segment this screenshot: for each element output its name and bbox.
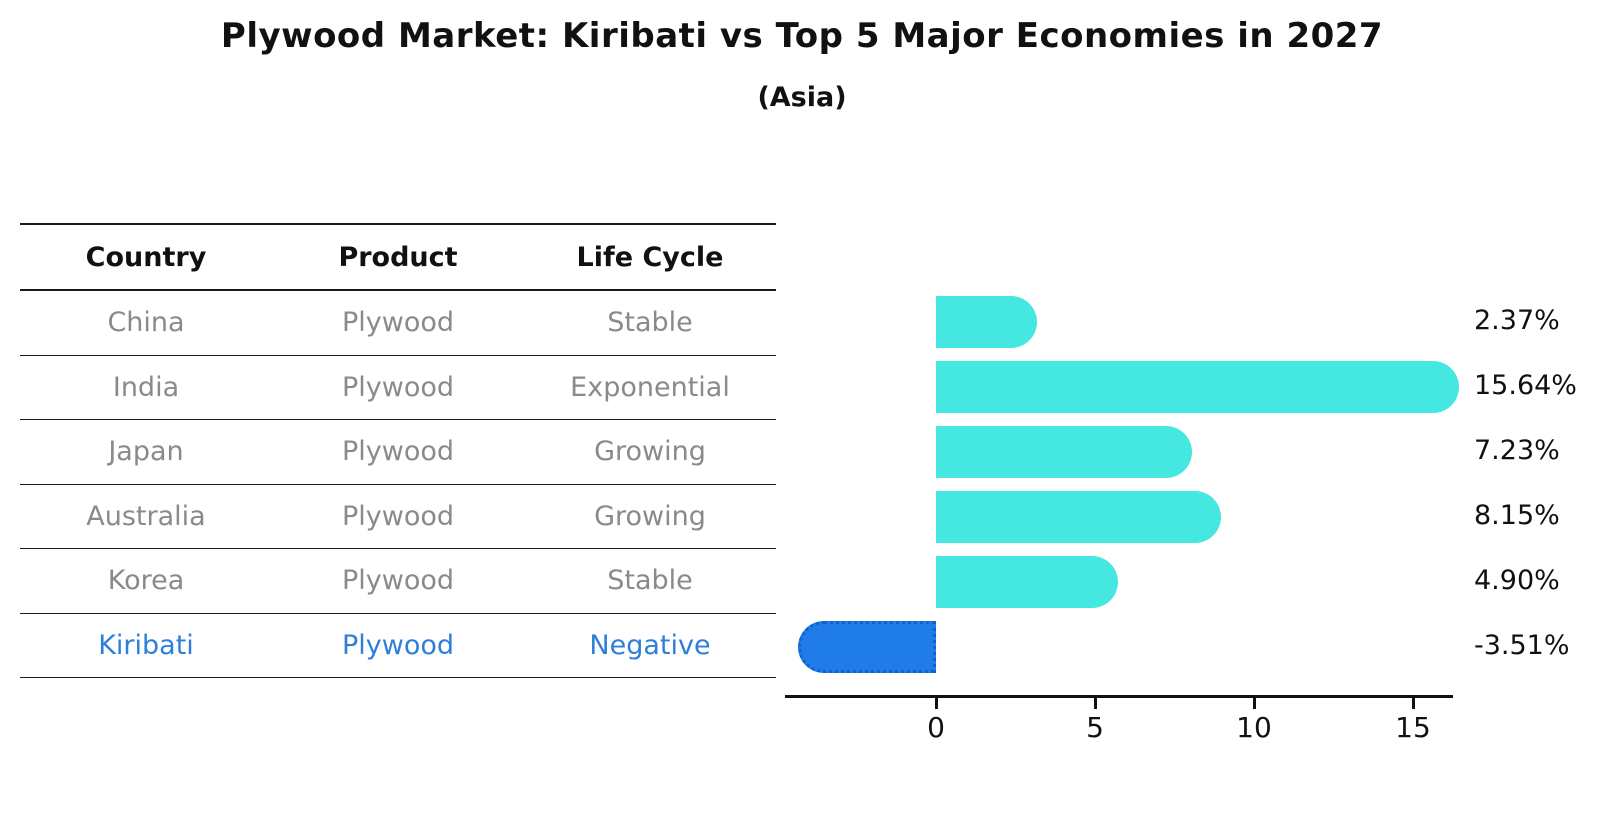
bar-china [936,296,1038,348]
column-header-country: Country [85,241,207,273]
value-label-korea: 4.90% [1474,565,1560,596]
column-header-product: Product [338,241,458,273]
summary-table: Country Product Life Cycle China Plywood… [20,223,776,678]
x-axis-tick-label-0: 0 [927,711,945,744]
table-row-japan: Japan Plywood Growing [20,420,776,485]
cell-life-cycle: Stable [607,565,693,597]
cell-country: Australia [86,500,206,532]
x-axis-tick-label-5: 5 [1086,711,1104,744]
cell-country: China [107,307,185,339]
x-axis-line [785,695,1453,698]
table-row-india: India Plywood Exponential [20,356,776,420]
cell-product: Plywood [341,500,455,532]
cell-life-cycle: Growing [594,500,706,532]
cell-product: Plywood [341,565,455,597]
bar-japan [936,426,1192,478]
x-axis-tick-label-15: 15 [1395,711,1431,744]
table-row-china: China Plywood Stable [20,291,776,356]
cell-life-cycle: Growing [594,436,706,468]
cell-life-cycle: Exponential [570,371,730,403]
cell-life-cycle: Stable [607,307,693,339]
chart-title: Plywood Market: Kiribati vs Top 5 Major … [220,16,1384,56]
x-axis-tick-10 [1252,698,1256,709]
bar-india [936,361,1460,413]
table-row-kiribati: Kiribati Plywood Negative [20,614,776,678]
value-label-japan: 7.23% [1474,435,1560,466]
value-label-australia: 8.15% [1474,500,1560,531]
table-row-australia: Australia Plywood Growing [20,485,776,549]
cell-life-cycle: Negative [589,629,711,661]
value-label-china: 2.37% [1474,305,1560,336]
cell-product: Plywood [341,436,455,468]
bar-kiribati [798,621,936,673]
cell-country: India [112,371,180,403]
cell-product: Plywood [341,371,455,403]
x-axis-tick-0 [934,698,938,709]
bar-australia [936,491,1222,543]
value-label-india: 15.64% [1474,370,1577,401]
cell-country: Japan [108,436,184,468]
x-axis-tick-5 [1093,698,1097,709]
x-axis-tick-15 [1411,698,1415,709]
value-label-kiribati: -3.51% [1474,630,1570,661]
chart-subtitle: (Asia) [757,82,847,113]
cell-product: Plywood [341,307,455,339]
bar-korea [936,556,1118,608]
table-row-korea: Korea Plywood Stable [20,549,776,614]
x-axis-tick-label-10: 10 [1236,711,1272,744]
cell-product: Plywood [341,629,455,661]
column-header-life-cycle: Life Cycle [576,241,724,273]
table-header-row: Country Product Life Cycle [20,223,776,291]
cell-country: Korea [107,565,185,597]
cell-country: Kiribati [98,629,194,661]
